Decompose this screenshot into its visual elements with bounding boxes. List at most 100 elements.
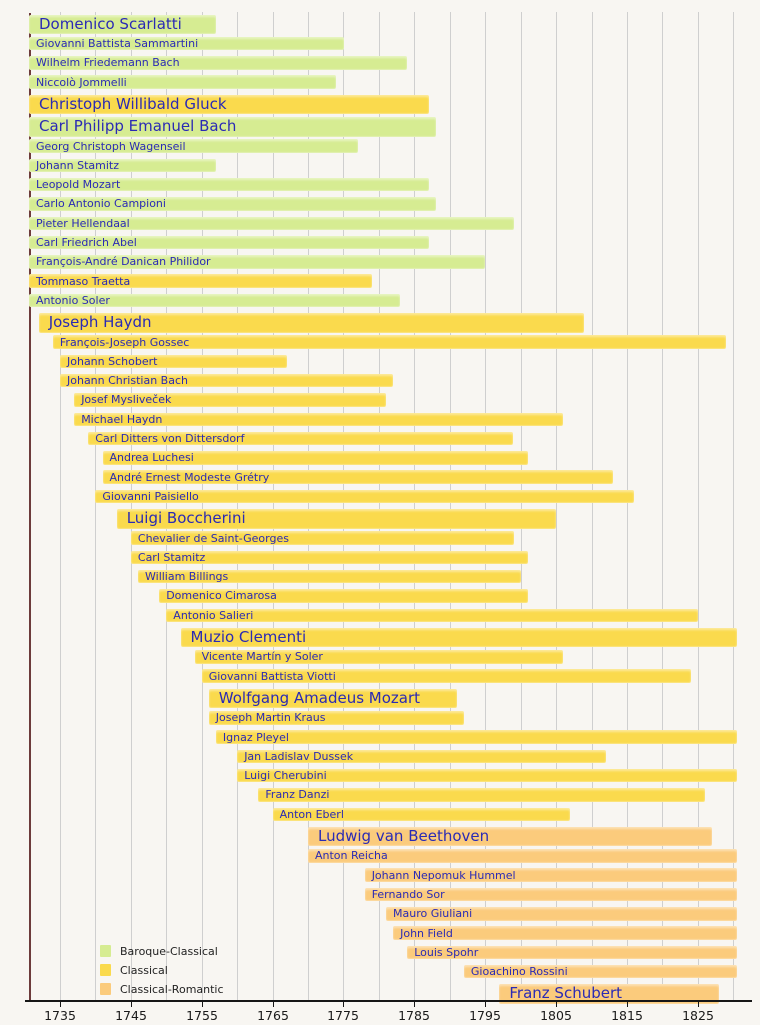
composer-label: Joseph Martin Kraus [209, 712, 326, 723]
composer-label: Carl Philipp Emanuel Bach [29, 119, 236, 134]
composer-label: Domenico Cimarosa [159, 590, 277, 601]
composer-label: Joseph Haydn [39, 315, 152, 330]
composer-label: Christoph Willibald Gluck [29, 97, 227, 112]
composer-bar: Giovanni Paisiello [95, 490, 634, 504]
composer-label: Vicente Martín y Soler [195, 651, 323, 662]
composer-bar: Leopold Mozart [29, 178, 429, 192]
composer-bar: Antonio Soler [29, 294, 400, 308]
composer-label: Carl Ditters von Dittersdorf [88, 433, 244, 444]
composer-bar: Vicente Martín y Soler [195, 650, 564, 664]
axis-tick-label: 1795 [465, 1008, 505, 1023]
composer-label: Leopold Mozart [29, 179, 120, 190]
composer-label: André Ernest Modeste Grétry [103, 472, 270, 483]
axis-tick-label: 1775 [323, 1008, 363, 1023]
composer-label: Domenico Scarlatti [29, 17, 182, 32]
composer-label: Andrea Luchesi [103, 452, 194, 463]
composer-bar: Domenico Cimarosa [159, 589, 528, 603]
composer-label: Pieter Hellendaal [29, 218, 130, 229]
axis-tick [131, 1002, 132, 1007]
axis-tick-label: 1735 [40, 1008, 80, 1023]
composer-label: Luigi Boccherini [117, 511, 246, 526]
composer-bar: Mauro Giuliani [386, 907, 737, 921]
composer-label: Franz Danzi [258, 789, 329, 800]
composer-bar: Carl Stamitz [131, 551, 528, 565]
composer-bar: Giovanni Battista Viotti [202, 669, 691, 683]
composer-bar: Joseph Haydn [39, 313, 585, 333]
composer-bar: Domenico Scarlatti [29, 15, 216, 35]
composer-bar: Carlo Antonio Campioni [29, 197, 436, 211]
composer-bar: Josef Mysliveček [74, 393, 386, 407]
composer-label: Antonio Salieri [166, 610, 253, 621]
composer-label: Fernando Sor [365, 889, 445, 900]
axis-tick-label: 1755 [182, 1008, 222, 1023]
composer-bar: Niccolò Jommelli [29, 75, 336, 89]
composer-bar: Carl Friedrich Abel [29, 236, 429, 250]
composer-label: Ludwig van Beethoven [308, 829, 489, 844]
baroque-classical-swatch-icon [100, 945, 111, 957]
axis-tick-label: 1785 [394, 1008, 434, 1023]
composer-bar: Georg Christoph Wagenseil [29, 139, 358, 153]
axis-tick [343, 1002, 344, 1007]
composer-bar: Wilhelm Friedemann Bach [29, 56, 407, 70]
composer-label: Carl Friedrich Abel [29, 237, 137, 248]
legend-item: Classical-Romantic [100, 980, 224, 998]
composer-label: Jan Ladislav Dussek [237, 751, 353, 762]
composer-label: Carlo Antonio Campioni [29, 198, 166, 209]
composer-bar: Johann Christian Bach [60, 374, 393, 388]
composer-bar: Tommaso Traetta [29, 274, 372, 288]
composer-label: Anton Eberl [273, 809, 344, 820]
composer-bar: Wolfgang Amadeus Mozart [209, 689, 457, 709]
legend-item: Classical [100, 961, 224, 979]
composer-bar: Johann Schobert [60, 355, 287, 369]
composer-bar: Luigi Boccherini [117, 509, 556, 529]
composer-label: François-André Danican Philidor [29, 256, 211, 267]
axis-tick [60, 1002, 61, 1007]
axis-tick-label: 1765 [253, 1008, 293, 1023]
axis-tick [556, 1002, 557, 1007]
composer-label: Michael Haydn [74, 414, 162, 425]
composer-bar: Louis Spohr [407, 946, 737, 960]
composer-label: Wolfgang Amadeus Mozart [209, 691, 420, 706]
gridline [273, 12, 274, 1001]
composer-bar: Christoph Willibald Gluck [29, 95, 429, 115]
composer-label: Johann Christian Bach [60, 375, 188, 386]
composer-label: Giovanni Battista Sammartini [29, 38, 198, 49]
composer-bar: Carl Ditters von Dittersdorf [88, 432, 513, 446]
composer-label: Ignaz Pleyel [216, 732, 289, 743]
composer-label: Josef Mysliveček [74, 394, 171, 405]
legend-label: Classical-Romantic [120, 983, 224, 996]
composer-label: Tommaso Traetta [29, 276, 130, 287]
composer-label: William Billings [138, 571, 228, 582]
composer-bar: William Billings [138, 570, 521, 584]
composer-bar: Muzio Clementi [181, 628, 738, 648]
gridline [237, 12, 238, 1001]
composer-bar: André Ernest Modeste Grétry [103, 470, 613, 484]
composer-bar: Anton Eberl [273, 808, 571, 822]
composer-label: Louis Spohr [407, 947, 478, 958]
composer-label: Georg Christoph Wagenseil [29, 141, 186, 152]
legend-label: Classical [120, 964, 168, 977]
composer-label: Anton Reicha [308, 850, 388, 861]
composer-label: Muzio Clementi [181, 630, 307, 645]
composer-bar: Franz Danzi [258, 788, 705, 802]
composer-label: Giovanni Battista Viotti [202, 671, 336, 682]
composer-bar: John Field [393, 926, 737, 940]
axis-tick-label: 1825 [678, 1008, 718, 1023]
composer-bar: Andrea Luchesi [103, 451, 528, 465]
composer-bar: Fernando Sor [365, 888, 737, 902]
composers-timeline-chart: Domenico Scarlatti Giovanni Battista Samm… [0, 0, 760, 1025]
composer-bar: Ludwig van Beethoven [308, 827, 712, 847]
composer-label: Giovanni Paisiello [95, 491, 198, 502]
legend-item: Baroque-Classical [100, 942, 224, 960]
composer-label: Luigi Cherubini [237, 770, 326, 781]
composer-label: Mauro Giuliani [386, 908, 472, 919]
axis-tick-label: 1815 [607, 1008, 647, 1023]
axis-tick [485, 1002, 486, 1007]
x-axis [25, 1000, 752, 1002]
composer-label: Johann Nepomuk Hummel [365, 870, 516, 881]
legend-label: Baroque-Classical [120, 945, 218, 958]
composer-bar: Jan Ladislav Dussek [237, 750, 606, 764]
composer-bar: Pieter Hellendaal [29, 217, 514, 231]
composer-label: François-Joseph Gossec [53, 337, 189, 348]
axis-tick [414, 1002, 415, 1007]
